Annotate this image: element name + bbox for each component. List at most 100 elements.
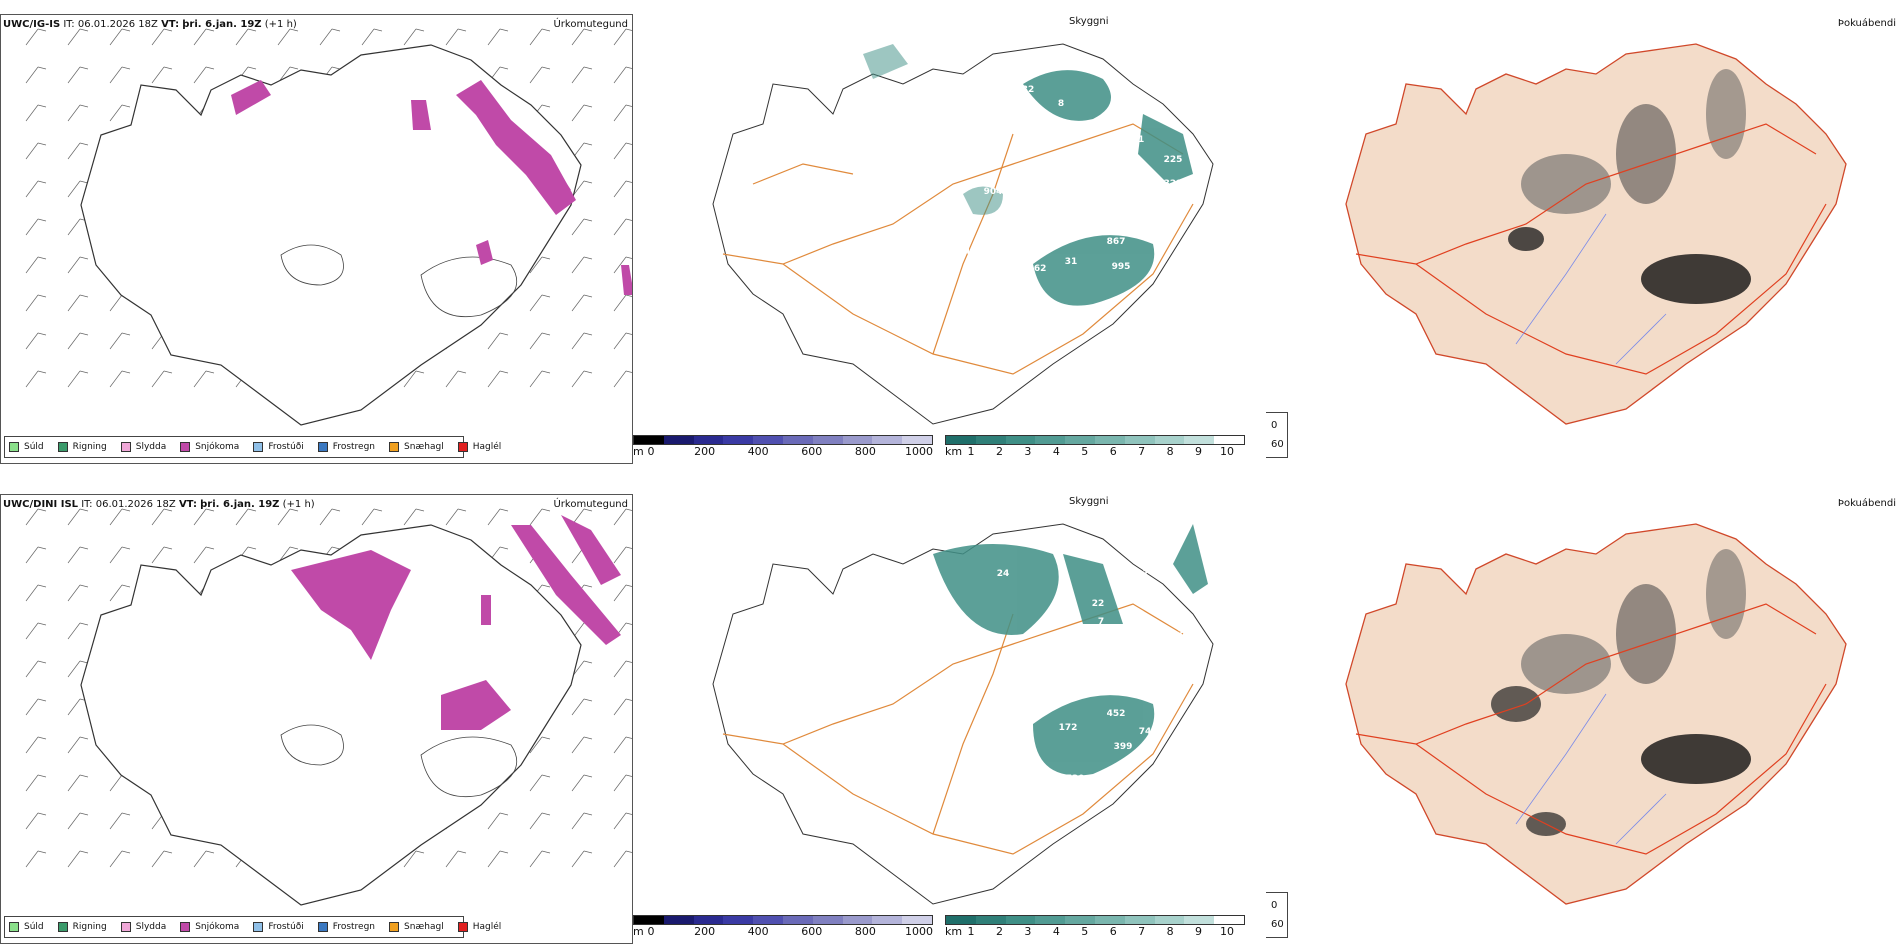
run-label: IT: — [81, 499, 93, 510]
wind-barb-icon — [361, 508, 383, 526]
colorbar-segment — [693, 916, 724, 924]
valid-label: VT: — [178, 499, 197, 510]
colorbar-segment — [842, 916, 873, 924]
wind-barb-icon — [613, 66, 632, 84]
wind-barb-icon — [613, 294, 632, 312]
legend-item: Frostregn — [317, 442, 375, 452]
wind-barb-icon — [151, 370, 173, 388]
wind-barb-icon — [67, 736, 89, 754]
colorbar-segment — [946, 916, 976, 924]
wind-barb-icon — [571, 370, 593, 388]
wind-barb-icon — [151, 66, 173, 84]
colorbar-segment — [1035, 436, 1066, 444]
wind-barb-icon — [67, 660, 89, 678]
visibility-tick-label: 8 — [1166, 925, 1174, 938]
visibility-value-label: 284 — [952, 247, 971, 257]
legend-label: Slydda — [135, 442, 167, 452]
legend-label: Frostregn — [332, 922, 376, 932]
visibility-areas — [933, 524, 1208, 776]
legend-swatch — [317, 922, 328, 932]
visibility-value-label: 24 — [997, 569, 1010, 579]
wind-barb-icon — [571, 812, 593, 830]
precip-type-panel-bottom: UWC/DINI ISL IT: 06.01.2026 18Z VT: þri.… — [0, 494, 633, 944]
wind-barb-icon — [613, 142, 632, 160]
visibility-tick-label: 2 — [995, 445, 1003, 458]
precip-legend: Súld Rigning Slydda Snjókoma Frostúði Frostre… — [4, 436, 501, 458]
wind-barb-icon — [67, 584, 89, 602]
legend-item: Snæhagl — [389, 442, 444, 452]
visibility-colorbar-swatches — [945, 915, 1245, 925]
visibility-value-label: 391 — [1142, 567, 1161, 577]
colorbar-segment — [634, 436, 664, 444]
wind-barb-icon — [529, 294, 551, 312]
visibility-tick-label: 2 — [995, 925, 1003, 938]
legend-swatch — [180, 922, 191, 932]
legend-item: Snjókoma — [180, 922, 239, 932]
legend-label: Snjókoma — [195, 442, 240, 452]
visibility-value-label: 452 — [1107, 709, 1126, 719]
colorbar-segment — [1124, 436, 1155, 444]
road-network — [1355, 123, 1827, 375]
legend-swatch — [120, 442, 131, 452]
legend-label: Frostúði — [268, 922, 304, 932]
ceiling-unit: m — [633, 925, 644, 938]
precip-legend: Súld Rigning Slydda Snjókoma Frostúði Frostre… — [4, 916, 501, 938]
legend-swatch — [9, 442, 19, 452]
ceiling-colorbar: m 0 200 400 600 800 1000 — [633, 915, 933, 938]
lead-time: (+1 h) — [264, 19, 297, 30]
colorbar-segment — [782, 436, 813, 444]
visibility-tick-label: 6 — [1109, 445, 1117, 458]
legend-item: Slydda — [120, 442, 167, 452]
wind-barb-icon — [109, 850, 131, 868]
legend-label: Haglél — [472, 922, 502, 932]
wind-barb-icon — [25, 812, 47, 830]
wind-barb-icon — [67, 622, 89, 640]
visibility-value-label: 31 — [1065, 257, 1078, 267]
snow-areas — [231, 80, 632, 295]
wind-barb-icon — [613, 774, 632, 792]
visibility-value-label: 867 — [1107, 237, 1126, 247]
run-label: IT: — [63, 19, 75, 30]
legend-item: Snæhagl — [389, 922, 444, 932]
wind-barb-icon — [67, 812, 89, 830]
wind-barb-icon — [403, 370, 425, 388]
precip-type-map-bottom — [25, 508, 632, 906]
wind-barb-icon — [487, 332, 509, 350]
wind-barb-icon — [529, 508, 551, 526]
fog-shading — [1508, 69, 1751, 304]
wind-barb-icon — [109, 66, 131, 84]
ceiling-tick-label: 600 — [801, 445, 823, 458]
ceiling-tick-label: 800 — [854, 445, 876, 458]
wind-barb-icon — [571, 66, 593, 84]
wind-barb-icon — [571, 218, 593, 236]
rivers — [1515, 693, 1667, 845]
lead-time: (+1 h) — [282, 499, 315, 510]
wind-barb-icon — [151, 28, 173, 46]
visibility-colorbar: km 1 2 3 4 5 6 7 8 9 10 — [945, 435, 1245, 458]
snow-areas — [291, 515, 621, 730]
legend-item: Haglél — [457, 442, 501, 452]
legend-label: Rigning — [72, 442, 107, 452]
colorbar-segment — [812, 436, 843, 444]
wind-barb-icon — [571, 698, 593, 716]
visibility-tick-label: 9 — [1195, 925, 1203, 938]
wind-barb-icon — [25, 584, 47, 602]
panel-title: Skyggni — [1069, 496, 1109, 507]
colorbar-segment — [975, 436, 1006, 444]
wind-barb-icon — [529, 850, 551, 868]
rivers — [1515, 213, 1667, 365]
wind-barb-icon — [445, 28, 467, 46]
wind-barb-icon — [529, 332, 551, 350]
wind-barb-icon — [151, 850, 173, 868]
wind-barb-icon — [193, 546, 215, 564]
wind-barb-icon — [193, 28, 215, 46]
colorbar-segment — [782, 916, 813, 924]
colorbar-segment — [1154, 436, 1185, 444]
colorbar-segment — [1214, 916, 1244, 924]
wind-barb-icon — [109, 28, 131, 46]
visibility-tick-label: 5 — [1081, 925, 1089, 938]
valid-label: VT: — [161, 19, 180, 30]
visibility-value-label: 74 — [1139, 727, 1152, 737]
visibility-tick-label: 1 — [967, 925, 975, 938]
visibility-tick-label: 7 — [1138, 925, 1146, 938]
